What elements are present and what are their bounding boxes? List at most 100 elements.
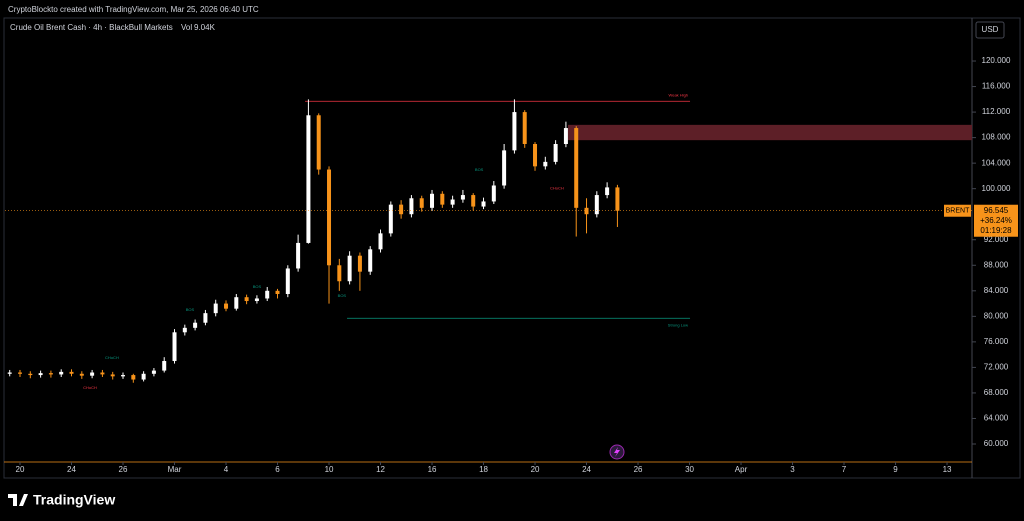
candle-body: [203, 313, 208, 323]
marker-label: BOS: [253, 284, 262, 289]
marker-label: BOS: [186, 307, 195, 312]
level-label: Weak High: [669, 92, 689, 97]
y-tick-label: 84.000: [984, 286, 1009, 295]
candle-body: [38, 373, 43, 376]
y-tick-label: 92.000: [984, 235, 1009, 244]
volume-value: 9.04K: [194, 23, 216, 32]
x-tick-label: 13: [943, 465, 952, 474]
symbol: BRENT: [946, 208, 970, 215]
candle-body: [285, 268, 290, 294]
x-tick-label: 9: [893, 465, 898, 474]
header: CryptoBlockto created with TradingView.c…: [8, 5, 259, 14]
x-tick-label: 26: [119, 465, 128, 474]
event-bolt: [614, 447, 620, 457]
last-price: 96.545: [984, 206, 1009, 215]
candle-body: [450, 199, 455, 205]
candle-body: [28, 373, 33, 376]
candle-body: [275, 290, 280, 294]
brand: TradingView: [33, 492, 115, 508]
candle-body: [141, 373, 146, 380]
candle-body: [430, 193, 435, 208]
y-tick-label: 80.000: [984, 311, 1009, 320]
candle-body: [440, 193, 445, 205]
candle-body: [296, 242, 301, 269]
x-tick-label: 24: [582, 465, 591, 474]
x-tick-label: 24: [67, 465, 76, 474]
candle-body: [100, 372, 105, 375]
candle-body: [347, 255, 352, 282]
candle-body: [460, 195, 465, 200]
y-tick-label: 120.000: [982, 56, 1011, 65]
x-tick-label: 6: [275, 465, 280, 474]
candle-body: [306, 115, 311, 243]
y-tick-label: 64.000: [984, 414, 1009, 423]
x-tick-label: 4: [224, 465, 229, 474]
x-tick-label: 7: [842, 465, 847, 474]
candle-body: [491, 185, 496, 202]
candle-body: [388, 204, 393, 234]
candle-body: [7, 372, 12, 374]
x-tick-label: 16: [428, 465, 437, 474]
currency-box[interactable]: [975, 21, 1005, 39]
y-tick-label: 72.000: [984, 363, 1009, 372]
candle-body: [615, 187, 620, 211]
x-tick-label: 30: [685, 465, 694, 474]
x-tick-label: Apr: [735, 465, 748, 474]
x-tick-label: 20: [531, 465, 540, 474]
candle-body: [378, 233, 383, 250]
candle-body: [265, 290, 270, 299]
marker-label: CHoCH: [550, 186, 564, 191]
candle-body: [193, 322, 198, 328]
marker-label: BOS: [475, 167, 484, 172]
logo-mark: [8, 494, 28, 506]
candle-body: [337, 265, 342, 282]
change: +36.24%: [980, 216, 1012, 225]
y-tick-label: 60.000: [984, 439, 1009, 448]
y-tick-label: 88.000: [984, 260, 1009, 269]
x-tick-label: 20: [16, 465, 25, 474]
candle-body: [605, 187, 610, 196]
candle-body: [151, 370, 156, 374]
candle-body: [399, 204, 404, 215]
y-tick-label: 104.000: [982, 158, 1011, 167]
candle-body: [553, 144, 558, 162]
frame: [3, 17, 1021, 479]
candle-body: [90, 372, 95, 376]
y-tick-label: 116.000: [982, 82, 1011, 91]
level-label: Strong Low: [668, 322, 688, 327]
candle-body: [121, 375, 126, 377]
candle-body: [244, 297, 249, 302]
marker-label: CHoCH: [83, 385, 97, 390]
candle-body: [584, 207, 589, 215]
candle-body: [357, 255, 362, 272]
y-tick-label: 100.000: [982, 184, 1011, 193]
candle-body: [327, 169, 332, 266]
candle-body: [110, 374, 115, 377]
candle-body: [574, 128, 579, 208]
candle-body: [79, 373, 84, 376]
x-tick-label: 18: [479, 465, 488, 474]
chart-title: Crude Oil Brent Cash · 4h · BlackBull Ma…: [10, 23, 173, 32]
candle-body: [419, 198, 424, 208]
candle-body: [18, 372, 23, 374]
candle-body: [48, 373, 53, 375]
candle-body: [471, 195, 476, 207]
candle-body: [481, 201, 486, 207]
candle-body: [162, 361, 167, 371]
supply-zone: [567, 124, 972, 141]
price-tag: [974, 204, 1018, 237]
marker-label: CHoCH: [105, 355, 119, 360]
y-tick-label: 68.000: [984, 388, 1009, 397]
candle-body: [234, 297, 239, 309]
x-tick-label: 3: [790, 465, 795, 474]
x-tick-label: Mar: [168, 465, 182, 474]
y-tick-label: 112.000: [982, 107, 1011, 116]
candle-body: [254, 298, 259, 302]
x-tick-label: 10: [325, 465, 334, 474]
y-tick-label: 76.000: [984, 337, 1009, 346]
currency[interactable]: USD: [982, 25, 999, 34]
candle-body: [502, 150, 507, 186]
candle-body: [594, 195, 599, 215]
